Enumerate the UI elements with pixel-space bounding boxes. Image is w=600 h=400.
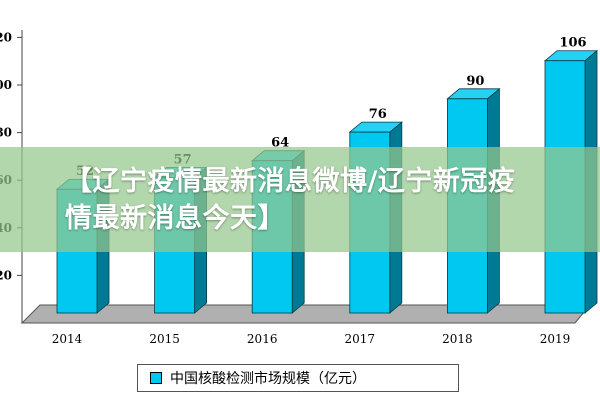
overlay-title-line1: 【辽宁疫情最新消息微博/辽宁新 (65, 165, 461, 197)
y-tick-label: 120 (0, 30, 12, 44)
x-tick-label-2014: 2014 (52, 332, 83, 346)
data-label-2019: 106 (559, 36, 586, 51)
data-label-2016: 64 (271, 136, 289, 151)
y-tick-label: 80 (0, 126, 12, 140)
legend-swatch (150, 372, 162, 384)
chart-floor (20, 304, 592, 324)
legend-label: 中国核酸检测市场规模（亿元） (170, 371, 366, 387)
x-tick-label-2018: 2018 (442, 332, 473, 346)
overlay-title-line2: 冠疫情最新消息今天】 (65, 165, 516, 234)
data-label-2018: 90 (466, 74, 484, 89)
overlay-banner: 【辽宁疫情最新消息微博/辽宁新冠疫情最新消息今天】 (0, 147, 600, 252)
x-tick-group: 2014 2015 2016 2017 2018 2019 (52, 332, 571, 346)
data-label-2017: 76 (369, 107, 387, 122)
x-tick-label-2016: 2016 (247, 332, 278, 346)
y-tick-label: 20 (0, 268, 12, 282)
chart-legend: 中国核酸检测市场规模（亿元） (137, 364, 459, 392)
overlay-title: 【辽宁疫情最新消息微博/辽宁新冠疫情最新消息今天】 (65, 163, 535, 237)
x-tick-label-2019: 2019 (540, 332, 571, 346)
y-tick-label: 100 (0, 78, 12, 92)
x-tick-label-2017: 2017 (345, 332, 376, 346)
x-tick-label-2015: 2015 (149, 332, 180, 346)
